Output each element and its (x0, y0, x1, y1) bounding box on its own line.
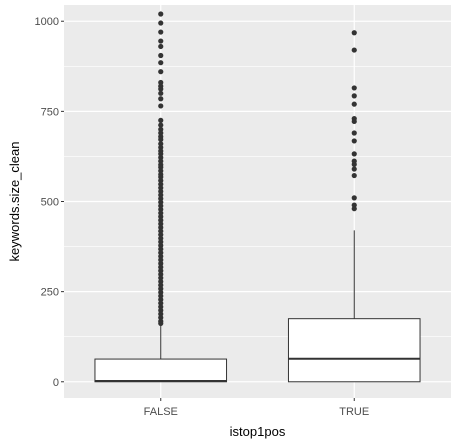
outlier-point (158, 38, 164, 44)
outlier-point (351, 93, 357, 99)
boxes (94, 11, 421, 383)
y-axis-title: keywords.size_clean (7, 142, 22, 262)
x-tick-label: FALSE (144, 406, 178, 418)
outlier-point (158, 268, 164, 274)
outlier-point (158, 164, 164, 170)
outlier-point (158, 96, 164, 102)
outlier-point (158, 130, 164, 136)
outlier-point (351, 151, 357, 157)
y-tick-label: 250 (41, 287, 59, 299)
outlier-point (158, 260, 164, 267)
y-tick-label: 0 (53, 377, 59, 389)
outlier-point (158, 257, 164, 263)
outlier-point (351, 172, 357, 179)
outlier-point (158, 11, 164, 17)
outlier-point (158, 103, 164, 109)
outlier-point (158, 228, 164, 234)
outlier-point (158, 154, 164, 161)
x-axis-title: istop1pos (230, 424, 286, 439)
outlier-point (158, 185, 164, 191)
box-body (287, 318, 421, 383)
outlier-point (351, 130, 357, 136)
outlier-point (158, 253, 164, 259)
outlier-point (158, 232, 164, 238)
outlier-point (158, 210, 164, 216)
outlier-point (351, 118, 357, 125)
outlier-point (158, 278, 164, 285)
y-tick-label: 1000 (35, 16, 59, 28)
outlier-point (351, 206, 357, 212)
box-true (287, 30, 421, 383)
outlier-point (158, 188, 164, 195)
outlier-point (158, 282, 164, 288)
outlier-point (351, 195, 357, 201)
outlier-point (158, 221, 164, 227)
outlier-point (351, 202, 357, 208)
outlier-point (158, 158, 164, 164)
y-axis-ticks: 0 250 500 750 1000 (35, 16, 64, 389)
outlier-point (158, 300, 164, 306)
outlier-point (158, 286, 164, 292)
outlier-point (158, 79, 164, 86)
box-body (94, 358, 228, 383)
outlier-point (158, 151, 164, 157)
outlier-point (158, 307, 164, 313)
outlier-point (158, 271, 164, 277)
outlier-point (351, 47, 357, 53)
outlier-point (158, 250, 164, 256)
outlier-point (351, 30, 357, 36)
outlier-point (158, 217, 164, 223)
outlier-point (158, 69, 164, 75)
outlier-point (158, 235, 164, 241)
outlier-point (351, 85, 357, 91)
outlier-point (158, 126, 164, 132)
outlier-point (158, 196, 164, 202)
outlier-point (158, 224, 164, 231)
outlier-point (158, 242, 164, 249)
outlier-point (351, 138, 357, 144)
y-tick-label: 750 (41, 106, 59, 118)
outlier-point (158, 90, 164, 96)
outlier-point (158, 304, 164, 310)
outlier-point (158, 203, 164, 209)
outlier-point (158, 296, 164, 303)
outlier-point (158, 181, 164, 187)
y-tick-label: 500 (41, 197, 59, 209)
x-axis-ticks: FALSE TRUE (144, 398, 369, 418)
outlier-point (158, 174, 164, 180)
outlier-point (158, 293, 164, 299)
outlier-point (158, 122, 164, 128)
outlier-point (158, 136, 164, 143)
outlier-point (158, 192, 164, 198)
outlier-point (158, 141, 164, 147)
outlier-point (158, 43, 164, 50)
outlier-point (351, 101, 357, 107)
outlier-point (158, 144, 164, 151)
outlier-point (158, 29, 164, 35)
outlier-point (351, 166, 357, 172)
outlier-point (158, 52, 164, 59)
outlier-point (158, 168, 164, 174)
outlier-point (158, 86, 164, 92)
outlier-point (158, 117, 164, 123)
outlier-point (158, 177, 164, 184)
x-tick-label: TRUE (339, 406, 369, 418)
outlier-point (158, 314, 164, 321)
outlier-point (158, 311, 164, 317)
outlier-point (158, 275, 164, 281)
outlier-point (158, 320, 164, 326)
outlier-point (158, 289, 164, 295)
outlier-point (158, 20, 164, 26)
outlier-point (158, 246, 164, 252)
outlier-point (158, 60, 164, 66)
outlier-point (158, 206, 164, 213)
outlier-point (158, 264, 164, 270)
outlier-point (158, 199, 164, 205)
box-false (94, 11, 228, 383)
outlier-point (351, 161, 357, 167)
outlier-point (158, 239, 164, 245)
outlier-point (158, 214, 164, 220)
